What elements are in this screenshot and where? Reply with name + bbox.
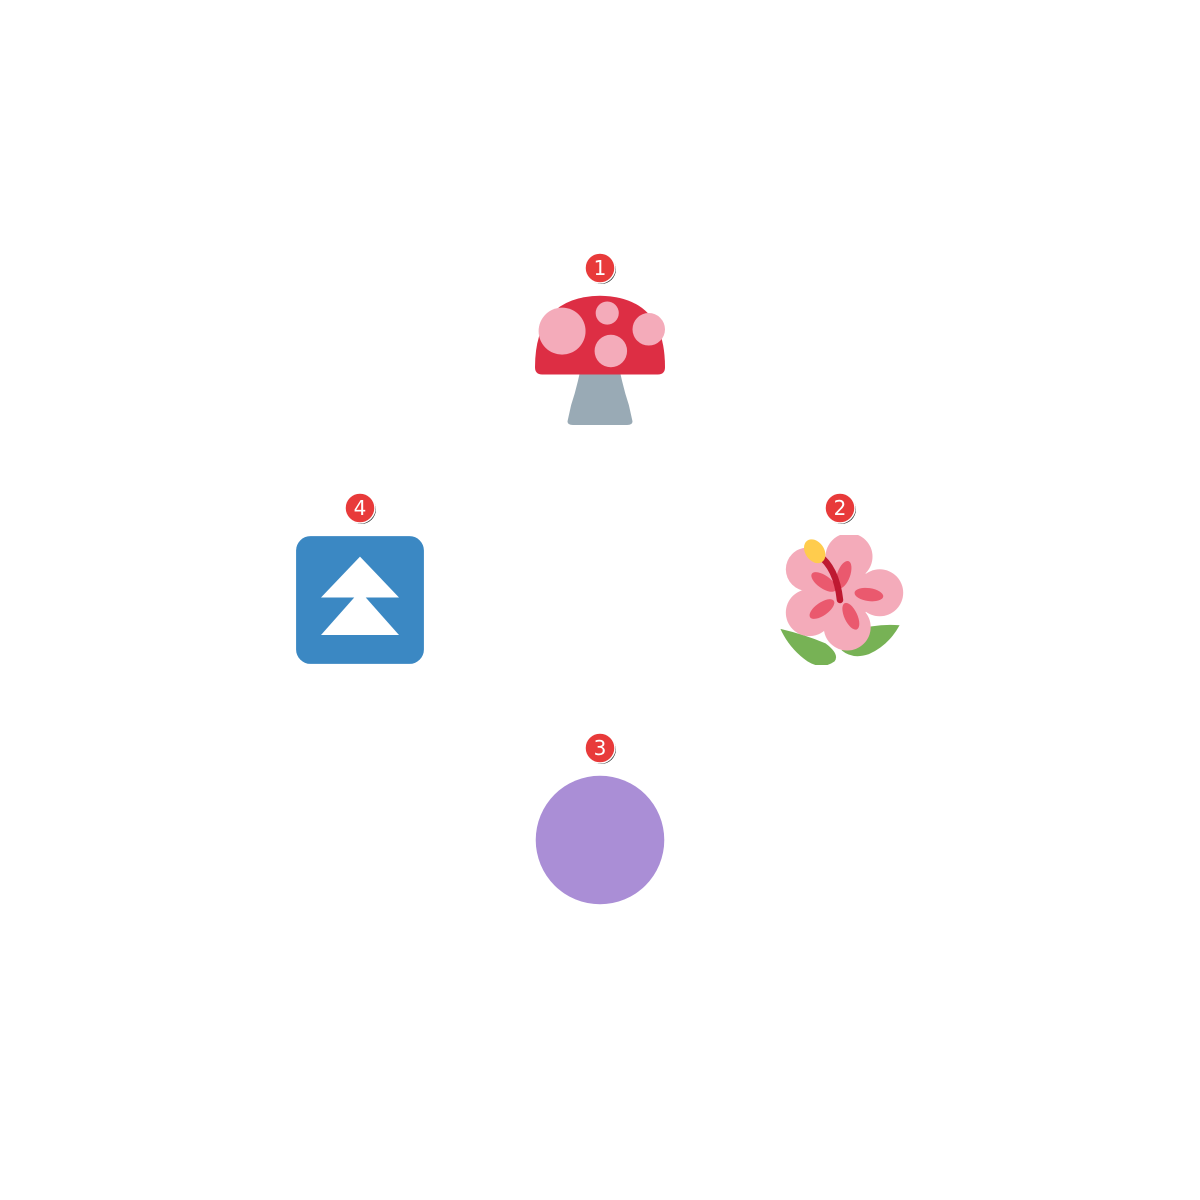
mushroom-icon [535,295,665,425]
badge-2: 2 [824,492,856,524]
badge-4: 4 [344,492,376,524]
badge-1: 1 [584,252,616,284]
badge-number: 3 [593,736,607,760]
hibiscus-icon [775,535,905,665]
badge-number: 2 [833,496,847,520]
badge-number: 1 [593,256,607,280]
purple-circle-icon [535,775,665,905]
badge-number: 4 [353,496,367,520]
badge-3: 3 [584,732,616,764]
fast-up-button-icon [295,535,425,665]
